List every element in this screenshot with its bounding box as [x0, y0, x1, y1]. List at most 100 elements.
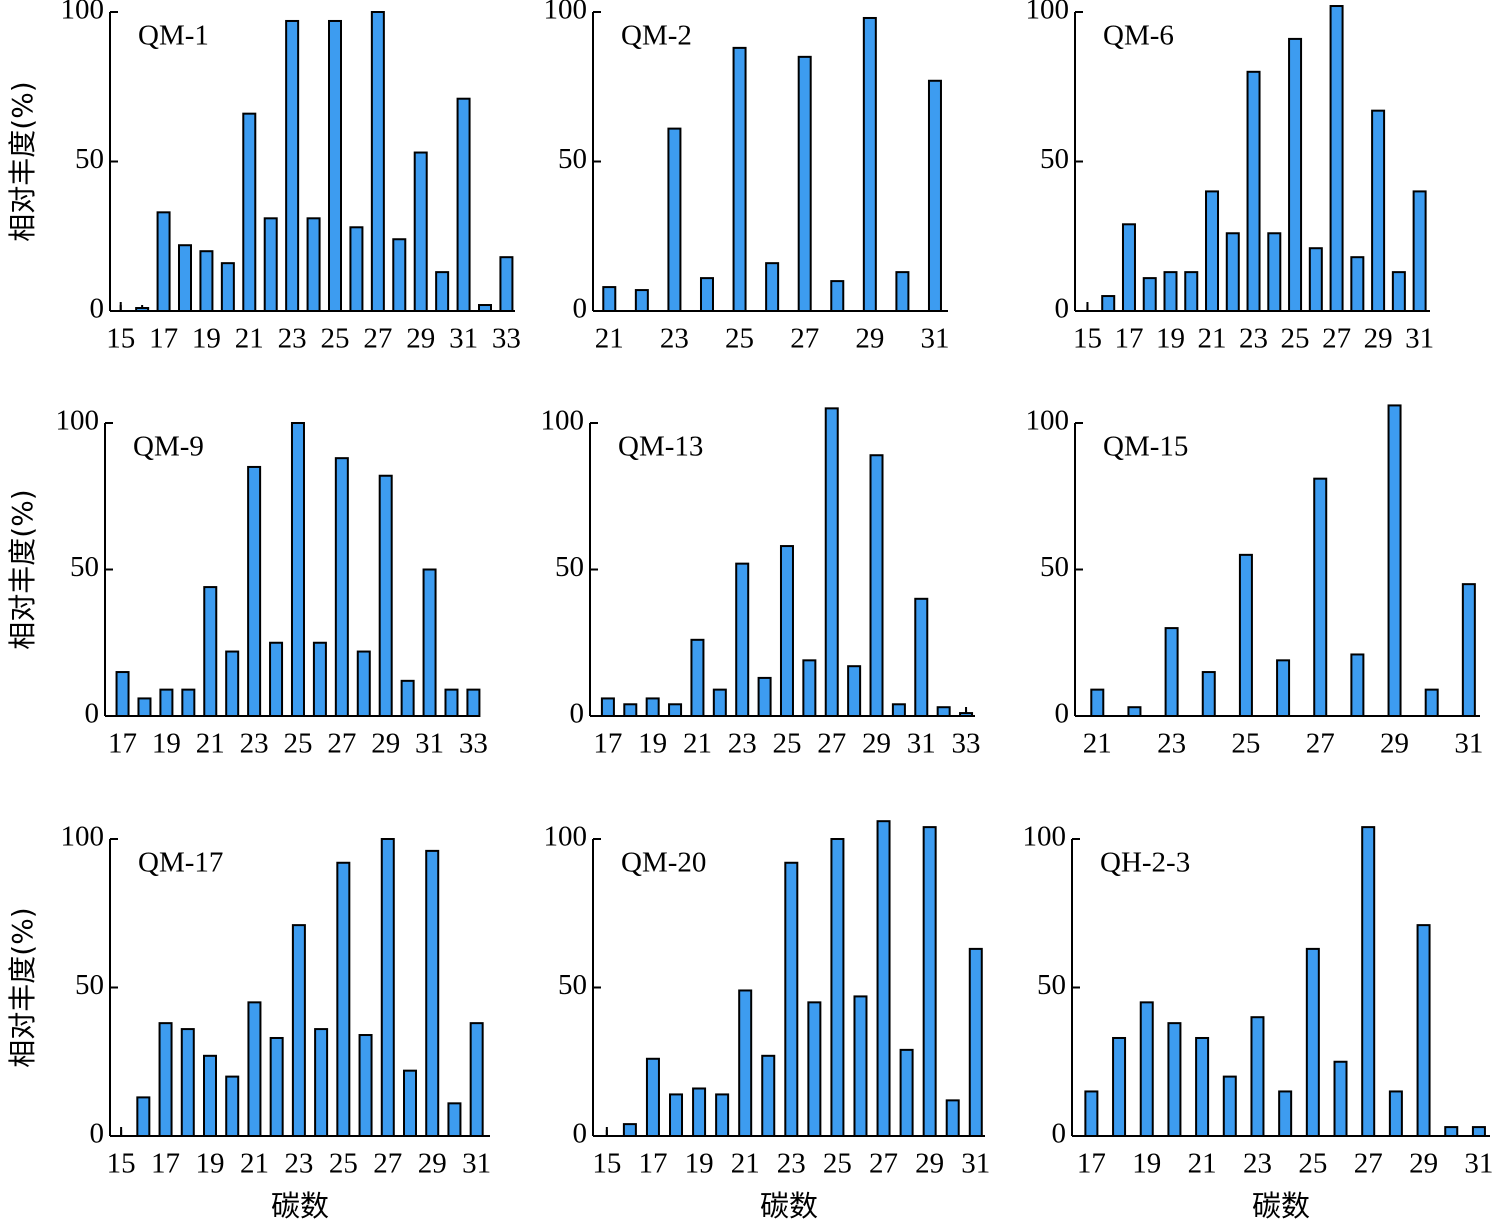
bar [269, 641, 284, 717]
bar [269, 1036, 284, 1137]
x-tick-label: 19 [196, 1148, 225, 1180]
x-axis-label: 碳数 [271, 1189, 329, 1223]
x-tick-label: 27 [1354, 1148, 1383, 1180]
bar [914, 597, 929, 717]
bar [444, 688, 459, 718]
bar [891, 703, 906, 718]
x-tick-label: 21 [683, 728, 712, 760]
bar [1127, 706, 1142, 718]
bar [779, 545, 794, 717]
bar [968, 947, 983, 1138]
bar [158, 1022, 173, 1138]
bar [1388, 1090, 1403, 1137]
x-tick-label: 19 [1156, 323, 1185, 355]
bar [378, 474, 393, 717]
x-tick-label: 17 [1114, 323, 1143, 355]
y-tick-label: 50 [558, 969, 587, 1001]
bar [306, 217, 321, 312]
bar [735, 562, 750, 718]
x-tick-label: 27 [790, 323, 819, 355]
bar [413, 151, 428, 312]
panel-title: QM-15 [1103, 431, 1188, 463]
x-tick-label: 31 [1405, 323, 1434, 355]
bar [761, 1054, 776, 1138]
bar [690, 638, 705, 718]
x-tick-label: 25 [823, 1148, 852, 1180]
bar [1139, 1001, 1154, 1137]
bar [312, 641, 327, 717]
x-tick-label: 29 [371, 728, 400, 760]
bar [784, 861, 799, 1137]
x-tick-label: 29 [1364, 323, 1393, 355]
x-tick-label: 27 [327, 728, 356, 760]
x-tick-label: 15 [106, 323, 135, 355]
bar [824, 407, 839, 717]
x-tick-label: 25 [321, 323, 350, 355]
panel-title: QM-17 [138, 847, 223, 879]
x-tick-label: 17 [593, 728, 622, 760]
bar [807, 1001, 822, 1137]
y-tick-label: 50 [1037, 969, 1066, 1001]
bar [645, 1057, 660, 1138]
bar [622, 1123, 637, 1137]
x-tick-label: 31 [462, 1148, 491, 1180]
bar [1329, 5, 1344, 313]
y-axis-label: 相对丰度(%) [6, 81, 39, 241]
bar [358, 1034, 373, 1138]
panel-title: QM-2 [621, 20, 692, 52]
bar [876, 820, 891, 1137]
bar [225, 1075, 240, 1137]
x-tick-label: 15 [107, 1148, 136, 1180]
bar [692, 1087, 707, 1137]
x-tick-label: 29 [406, 323, 435, 355]
bar [380, 838, 395, 1137]
bar [247, 465, 262, 718]
bar [959, 712, 974, 718]
bar [220, 262, 235, 313]
y-tick-label: 0 [1052, 1118, 1067, 1150]
x-tick-label: 25 [1231, 728, 1260, 760]
bar [447, 1102, 462, 1137]
x-tick-label: 17 [151, 1148, 180, 1180]
y-tick-label: 50 [70, 551, 99, 583]
bar [314, 1028, 329, 1137]
bar [159, 688, 174, 718]
y-tick-label: 100 [56, 405, 100, 437]
bar [1205, 190, 1220, 312]
bar [1305, 947, 1320, 1138]
bar [1121, 223, 1136, 312]
x-tick-label: 17 [108, 728, 137, 760]
x-tick-label: 33 [459, 728, 488, 760]
panel-title: QM-1 [138, 20, 209, 52]
bar [1222, 1075, 1237, 1137]
bar [1424, 688, 1439, 718]
x-tick-label: 31 [961, 1148, 990, 1180]
panel-title: QH-2-3 [1100, 847, 1190, 879]
x-tick-label: 21 [196, 728, 225, 760]
bar [136, 1096, 151, 1138]
panel-title: QM-9 [133, 431, 204, 463]
bar [830, 280, 845, 313]
bar [1361, 826, 1376, 1137]
bar [1164, 627, 1179, 717]
x-tick-label: 19 [192, 323, 221, 355]
x-tick-label: 25 [1298, 1148, 1327, 1180]
bar [623, 703, 638, 718]
bar [242, 112, 257, 312]
bar [1313, 477, 1328, 718]
bar [899, 1048, 914, 1137]
x-tick-label: 19 [1132, 1148, 1161, 1180]
bar [203, 1054, 217, 1138]
x-tick-label: 31 [1464, 1148, 1493, 1180]
bar [1391, 271, 1406, 313]
bar [1201, 671, 1216, 717]
bar [285, 19, 300, 312]
bar [115, 671, 130, 717]
y-tick-label: 0 [573, 1118, 588, 1150]
x-tick-label: 27 [817, 728, 846, 760]
x-tick-label: 27 [1306, 728, 1335, 760]
x-tick-label: 21 [595, 323, 624, 355]
x-tick-label: 19 [685, 1148, 714, 1180]
bar [1416, 924, 1431, 1137]
